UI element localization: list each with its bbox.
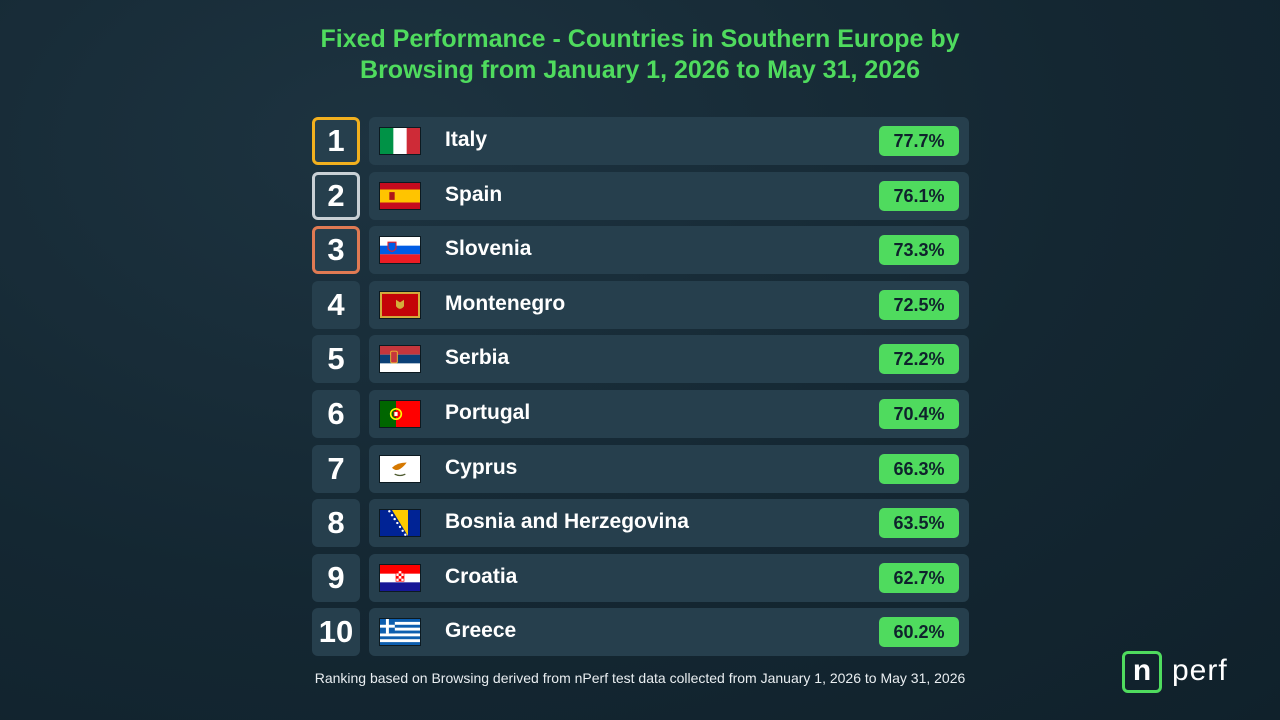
- value-label: 70.4%: [879, 399, 959, 429]
- bar: Italy 77.7%: [369, 117, 969, 165]
- bar: Portugal 70.4%: [369, 390, 969, 438]
- value-label: 72.2%: [879, 344, 959, 375]
- footnote: Ranking based on Browsing derived from n…: [314, 670, 966, 686]
- croatia-flag-icon: [379, 563, 421, 592]
- rank-badge: 3: [312, 226, 360, 275]
- value-label: 62.7%: [879, 562, 959, 593]
- ranking-row: 4 Montenegro 72.5%: [312, 280, 969, 329]
- rank-badge: 9: [312, 553, 360, 602]
- rank-badge: 10: [312, 608, 360, 657]
- ranking-row: 6 Portugal 70.4%: [312, 390, 969, 438]
- greece-flag-icon: [379, 618, 421, 647]
- ranking-row: 2 Spain 76.1%: [312, 171, 969, 220]
- country-label: Croatia: [445, 564, 518, 588]
- country-label: Portugal: [445, 401, 531, 424]
- rank-badge: 2: [312, 171, 360, 220]
- portugal-flag-icon: [379, 400, 421, 428]
- rank-badge: 7: [312, 444, 360, 493]
- country-label: Serbia: [445, 346, 510, 370]
- chart-title: Fixed Performance - Countries in Souther…: [0, 24, 1280, 86]
- bar: Montenegro 72.5%: [369, 280, 969, 329]
- chart-title-line-2: Browsing from January 1, 2026 to May 31,…: [360, 56, 920, 84]
- value-label: 72.5%: [879, 289, 959, 320]
- ranking-row: 1 Italy 77.7%: [312, 117, 969, 165]
- cyprus-flag-icon: [379, 454, 421, 483]
- bosnia-and-herzegovina-flag-icon: [379, 509, 421, 538]
- ranking-row: 9 Croatia 62.7%: [312, 553, 969, 602]
- bar: Croatia 62.7%: [369, 553, 969, 602]
- nperf-logo: n perf: [1118, 649, 1260, 699]
- serbia-flag-icon: [379, 345, 421, 374]
- spain-flag-icon: [379, 181, 421, 210]
- logo-box: n: [1122, 651, 1162, 693]
- ranking-row: 3 Slovenia 73.3%: [312, 226, 969, 275]
- country-label: Italy: [445, 128, 488, 151]
- rank-badge: 1: [312, 117, 360, 165]
- rank-badge: 5: [312, 335, 360, 384]
- rank-badge: 8: [312, 499, 360, 548]
- ranking-row: 10 Greece 60.2%: [312, 608, 969, 657]
- value-label: 63.5%: [879, 508, 959, 539]
- country-label: Greece: [445, 619, 517, 643]
- value-label: 73.3%: [879, 235, 959, 266]
- bar: Spain 76.1%: [369, 171, 969, 220]
- logo-text: perf: [1172, 654, 1228, 687]
- country-label: Montenegro: [445, 291, 566, 315]
- slovenia-flag-icon: [379, 236, 421, 265]
- value-label: 60.2%: [879, 617, 959, 648]
- bar: Cyprus 66.3%: [369, 444, 969, 493]
- ranking-row: 5 Serbia 72.2%: [312, 335, 969, 384]
- value-label: 66.3%: [879, 453, 959, 484]
- country-label: Cyprus: [445, 455, 518, 479]
- bar: Greece 60.2%: [369, 608, 969, 657]
- rank-badge: 6: [312, 390, 360, 438]
- italy-flag-icon: [379, 127, 421, 155]
- ranking-row: 8 Bosnia and Herzegovina 63.5%: [312, 499, 969, 548]
- montenegro-flag-icon: [379, 290, 421, 319]
- value-label: 77.7%: [879, 126, 959, 156]
- bar: Slovenia 73.3%: [369, 226, 969, 275]
- value-label: 76.1%: [879, 180, 959, 211]
- country-label: Bosnia and Herzegovina: [445, 510, 689, 534]
- rank-badge: 4: [312, 280, 360, 329]
- chart-title-line-1: Fixed Performance - Countries in Souther…: [320, 25, 960, 53]
- ranking-row: 7 Cyprus 66.3%: [312, 444, 969, 493]
- country-label: Spain: [445, 182, 503, 206]
- country-label: Slovenia: [445, 237, 532, 261]
- bar: Bosnia and Herzegovina 63.5%: [369, 499, 969, 548]
- bar: Serbia 72.2%: [369, 335, 969, 384]
